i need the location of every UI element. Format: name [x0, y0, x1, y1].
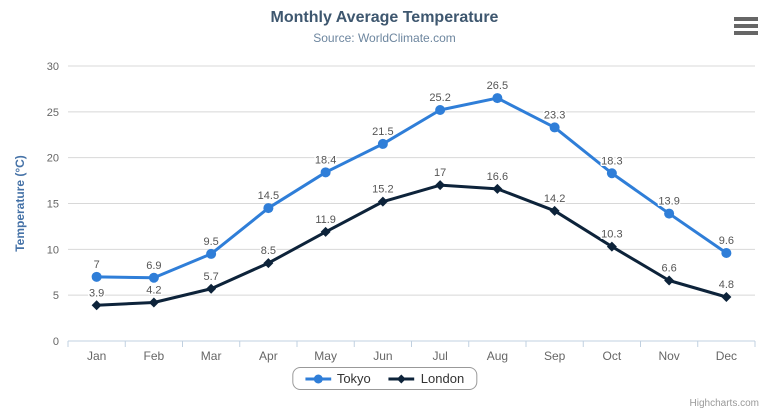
x-axis-label: May [314, 349, 337, 363]
legend-label: London [420, 371, 465, 386]
data-point-tokyo[interactable] [320, 167, 331, 178]
context-menu-button[interactable] [732, 14, 760, 38]
y-axis-label: 10 [47, 244, 59, 256]
data-point-london[interactable] [320, 226, 331, 237]
data-point-tokyo[interactable] [664, 208, 675, 219]
y-axis-label: 20 [47, 153, 59, 165]
data-point-tokyo[interactable] [549, 122, 560, 133]
x-axis-label: Apr [259, 349, 278, 363]
y-axis-label: 30 [47, 61, 59, 73]
chart-subtitle: Source: WorldClimate.com [313, 31, 456, 45]
y-axis-label: 15 [47, 199, 59, 211]
data-point-london[interactable] [377, 196, 388, 207]
hamburger-icon [734, 17, 758, 35]
data-point-tokyo[interactable] [148, 272, 159, 283]
data-label: 17 [434, 167, 446, 179]
x-axis-label: Feb [144, 349, 165, 363]
series-line-london[interactable] [95, 183, 728, 307]
data-point-london[interactable] [549, 205, 560, 216]
data-point-london[interactable] [492, 183, 503, 194]
credits-link[interactable]: Highcharts.com [689, 398, 759, 409]
data-label: 18.4 [315, 154, 336, 166]
data-label: 18.3 [601, 155, 622, 167]
x-axis-label: Oct [603, 349, 622, 363]
x-axis-label: Nov [658, 349, 679, 363]
data-point-london[interactable] [263, 258, 274, 269]
data-label: 4.8 [719, 279, 734, 291]
data-point-tokyo[interactable] [206, 248, 217, 259]
data-point-london[interactable] [91, 300, 102, 311]
chart-title: Monthly Average Temperature [270, 9, 499, 26]
y-axis-label: 25 [47, 107, 59, 119]
data-point-tokyo[interactable] [606, 168, 617, 179]
data-label: 3.9 [89, 287, 104, 299]
x-axis-label: Jun [373, 349, 392, 363]
circle-marker-icon [304, 374, 331, 383]
data-label: 14.5 [258, 190, 279, 202]
data-point-tokyo[interactable] [377, 138, 388, 149]
data-label: 23.3 [544, 109, 565, 121]
legend: Tokyo London [291, 367, 478, 390]
legend-item-london[interactable]: London [388, 371, 465, 386]
series-line-tokyo[interactable] [95, 96, 728, 280]
diamond-marker-icon [388, 374, 415, 383]
data-label: 25.2 [429, 92, 450, 104]
data-label: 16.6 [487, 171, 508, 183]
data-label: 7 [94, 259, 100, 271]
data-point-tokyo[interactable] [435, 105, 446, 115]
data-label: 14.2 [544, 193, 565, 205]
data-label: 10.3 [601, 229, 622, 241]
data-point-tokyo[interactable] [721, 248, 732, 258]
data-label: 26.5 [487, 80, 508, 92]
data-point-london[interactable] [435, 180, 446, 191]
data-point-london[interactable] [606, 241, 617, 252]
data-label: 4.2 [146, 285, 161, 297]
data-point-tokyo[interactable] [91, 271, 102, 282]
legend-label: Tokyo [336, 371, 371, 386]
legend-item-tokyo[interactable]: Tokyo [304, 371, 371, 386]
x-axis-label: Dec [716, 349, 737, 363]
data-point-tokyo[interactable] [492, 93, 503, 104]
x-axis-label: Sep [544, 349, 566, 363]
data-label: 6.6 [661, 263, 676, 275]
x-axis-label: Mar [201, 349, 222, 363]
data-label: 13.9 [658, 196, 679, 208]
y-axis-label: 0 [53, 336, 59, 348]
data-label: 21.5 [372, 126, 393, 138]
data-label: 5.7 [203, 271, 218, 283]
data-label: 9.5 [203, 236, 218, 248]
data-label: 8.5 [261, 245, 276, 257]
x-axis-label: Aug [487, 349, 508, 363]
data-point-london[interactable] [148, 297, 159, 308]
y-axis-label: 5 [53, 290, 59, 302]
x-axis-label: Jul [432, 349, 447, 363]
data-point-london[interactable] [206, 283, 217, 294]
data-label: 9.6 [719, 235, 734, 247]
y-axis-title: Temperature (°C) [13, 155, 27, 252]
data-label: 15.2 [372, 184, 393, 196]
x-axis-label: Jan [87, 349, 106, 363]
data-point-tokyo[interactable] [263, 203, 274, 214]
data-label: 11.9 [315, 214, 336, 226]
data-label: 6.9 [146, 260, 161, 272]
data-point-london[interactable] [664, 275, 675, 286]
data-point-london[interactable] [721, 292, 732, 302]
